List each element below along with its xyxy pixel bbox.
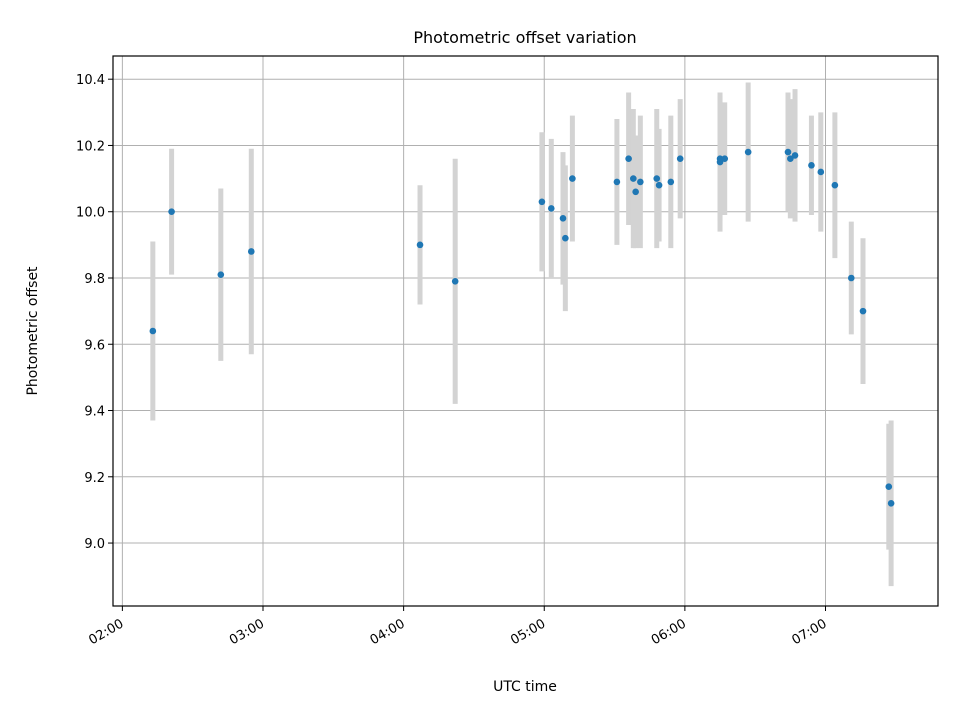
data-point — [168, 208, 175, 216]
data-point — [655, 181, 663, 189]
data-point — [630, 175, 637, 182]
data-point — [887, 499, 895, 507]
data-point — [653, 175, 661, 182]
data-point — [625, 155, 632, 163]
data-point — [613, 178, 621, 186]
error-bars — [150, 82, 894, 587]
y-tick-label: 9.8 — [84, 272, 105, 287]
data-point — [817, 168, 825, 176]
data-point — [538, 198, 546, 206]
data-point — [847, 274, 855, 282]
y-tick-label: 10.0 — [76, 206, 105, 221]
data-point — [632, 188, 639, 196]
data-point — [217, 271, 225, 278]
data-point — [569, 175, 576, 182]
x-tick-label: 05:00 — [508, 616, 548, 648]
x-tick-label: 02:00 — [86, 616, 126, 648]
data-point — [416, 241, 424, 249]
data-point — [149, 327, 157, 335]
y-tick-label: 10.4 — [76, 73, 105, 88]
data-point — [451, 278, 459, 285]
x-axis-label: UTC time — [493, 679, 557, 695]
data-point — [831, 181, 839, 189]
chart-title: Photometric offset variation — [413, 28, 636, 47]
data-point — [547, 205, 555, 212]
data-point — [787, 155, 794, 163]
y-tick-label: 9.6 — [84, 338, 105, 353]
data-point — [721, 155, 729, 163]
data-point — [559, 215, 567, 222]
data-points — [149, 148, 895, 507]
y-axis-label: Photometric offset — [25, 266, 41, 396]
data-point — [637, 178, 644, 186]
data-point — [562, 234, 569, 242]
x-tick-label: 06:00 — [649, 616, 689, 648]
grid — [113, 56, 938, 606]
y-tick-label: 10.2 — [76, 139, 105, 154]
data-point — [885, 483, 893, 491]
data-point — [808, 162, 815, 169]
data-point — [859, 307, 867, 315]
data-point — [791, 152, 799, 159]
data-point — [744, 148, 752, 156]
data-point — [247, 248, 255, 255]
data-point — [667, 178, 675, 186]
data-point — [784, 148, 792, 156]
y-tick-label: 9.4 — [84, 405, 105, 420]
x-tick-label: 04:00 — [368, 616, 408, 648]
x-tick-label: 07:00 — [790, 616, 830, 648]
y-tick-label: 9.2 — [84, 471, 105, 486]
y-tick-label: 9.0 — [84, 537, 105, 552]
data-point — [676, 155, 684, 163]
data-point — [716, 158, 724, 166]
plot-frame — [112, 55, 939, 607]
x-tick-label: 03:00 — [227, 616, 267, 648]
